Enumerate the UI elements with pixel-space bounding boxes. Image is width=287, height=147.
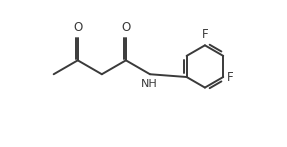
Text: F: F [226,71,233,83]
Text: F: F [201,28,208,41]
Text: NH: NH [141,79,157,89]
Text: O: O [121,21,131,34]
Text: O: O [73,21,82,34]
